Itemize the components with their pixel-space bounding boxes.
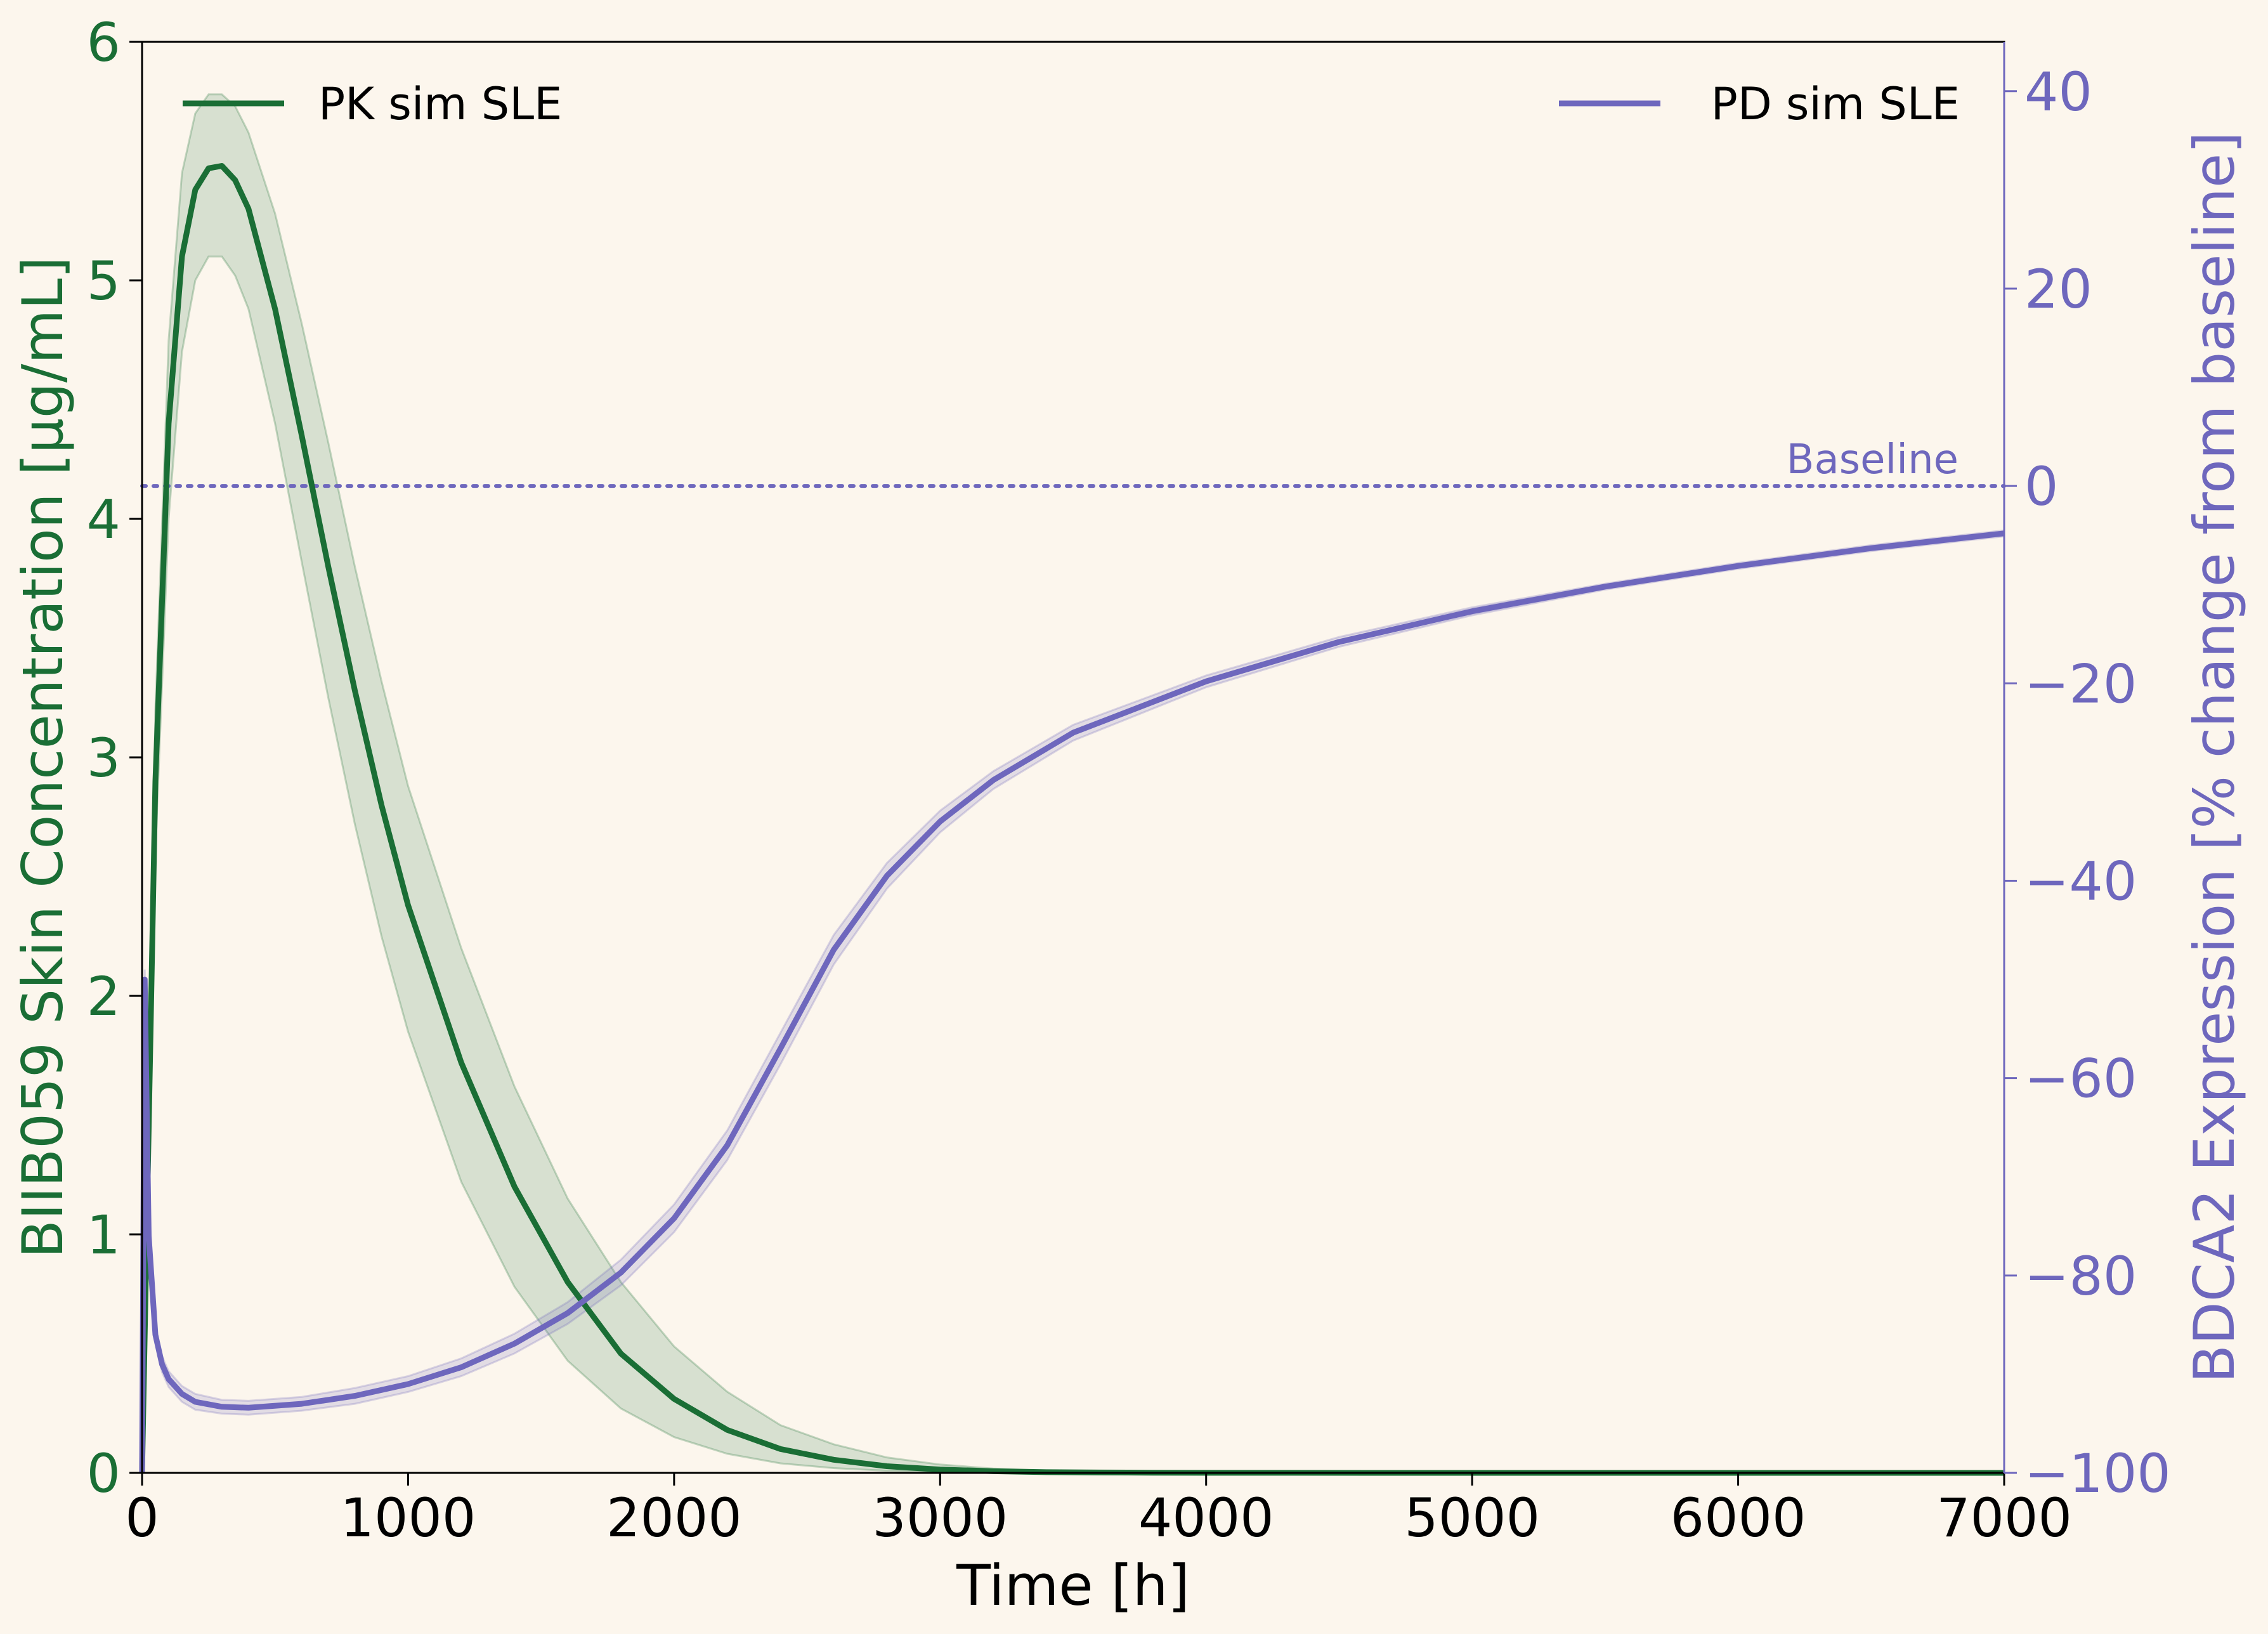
x-tick-label: 5000 <box>1404 1487 1540 1549</box>
y-right-tick-label: −60 <box>2024 1048 2137 1110</box>
x-tick-label: 0 <box>125 1487 159 1549</box>
y-right-tick-label: 20 <box>2024 258 2092 320</box>
y-right-tick-label: −20 <box>2024 653 2137 715</box>
y-right-tick-label: −80 <box>2024 1245 2137 1307</box>
pk-confidence-band <box>141 93 2004 1474</box>
y-left-tick-label: 3 <box>87 727 121 789</box>
baseline-annotation: Baseline <box>1787 436 1958 483</box>
pd-series-line <box>139 530 2005 1474</box>
x-tick-label: 7000 <box>1936 1487 2072 1549</box>
y-left-tick-label: 4 <box>87 488 121 551</box>
y-left-axis-title: BIIB059 Skin Concentration [µg/mL] <box>10 256 75 1258</box>
y-left-tick-label: 0 <box>87 1442 121 1505</box>
y-left-tick-label: 1 <box>87 1204 121 1266</box>
x-tick-label: 4000 <box>1138 1487 1274 1549</box>
x-tick-label: 3000 <box>872 1487 1008 1549</box>
legend-pk-label: PK sim SLE <box>318 78 562 130</box>
x-tick-label: 1000 <box>341 1487 476 1549</box>
y-right-tick-label: 0 <box>2024 455 2058 518</box>
legend-pd-label: PD sim SLE <box>1711 78 1960 130</box>
y-left-tick-label: 6 <box>87 11 121 74</box>
x-axis-title: Time [h] <box>956 1553 1190 1618</box>
y-right-axis-title: BDCA2 Expression [% change from baseline… <box>2182 132 2247 1383</box>
y-right-tick-label: 40 <box>2024 61 2092 123</box>
y-left-tick-label: 2 <box>87 965 121 1028</box>
y-right-tick-label: −40 <box>2024 850 2137 912</box>
y-right-tick-label: −100 <box>2024 1442 2171 1505</box>
x-tick-label: 2000 <box>606 1487 742 1549</box>
x-tick-label: 6000 <box>1671 1487 1806 1549</box>
y-left-tick-label: 5 <box>87 250 121 312</box>
